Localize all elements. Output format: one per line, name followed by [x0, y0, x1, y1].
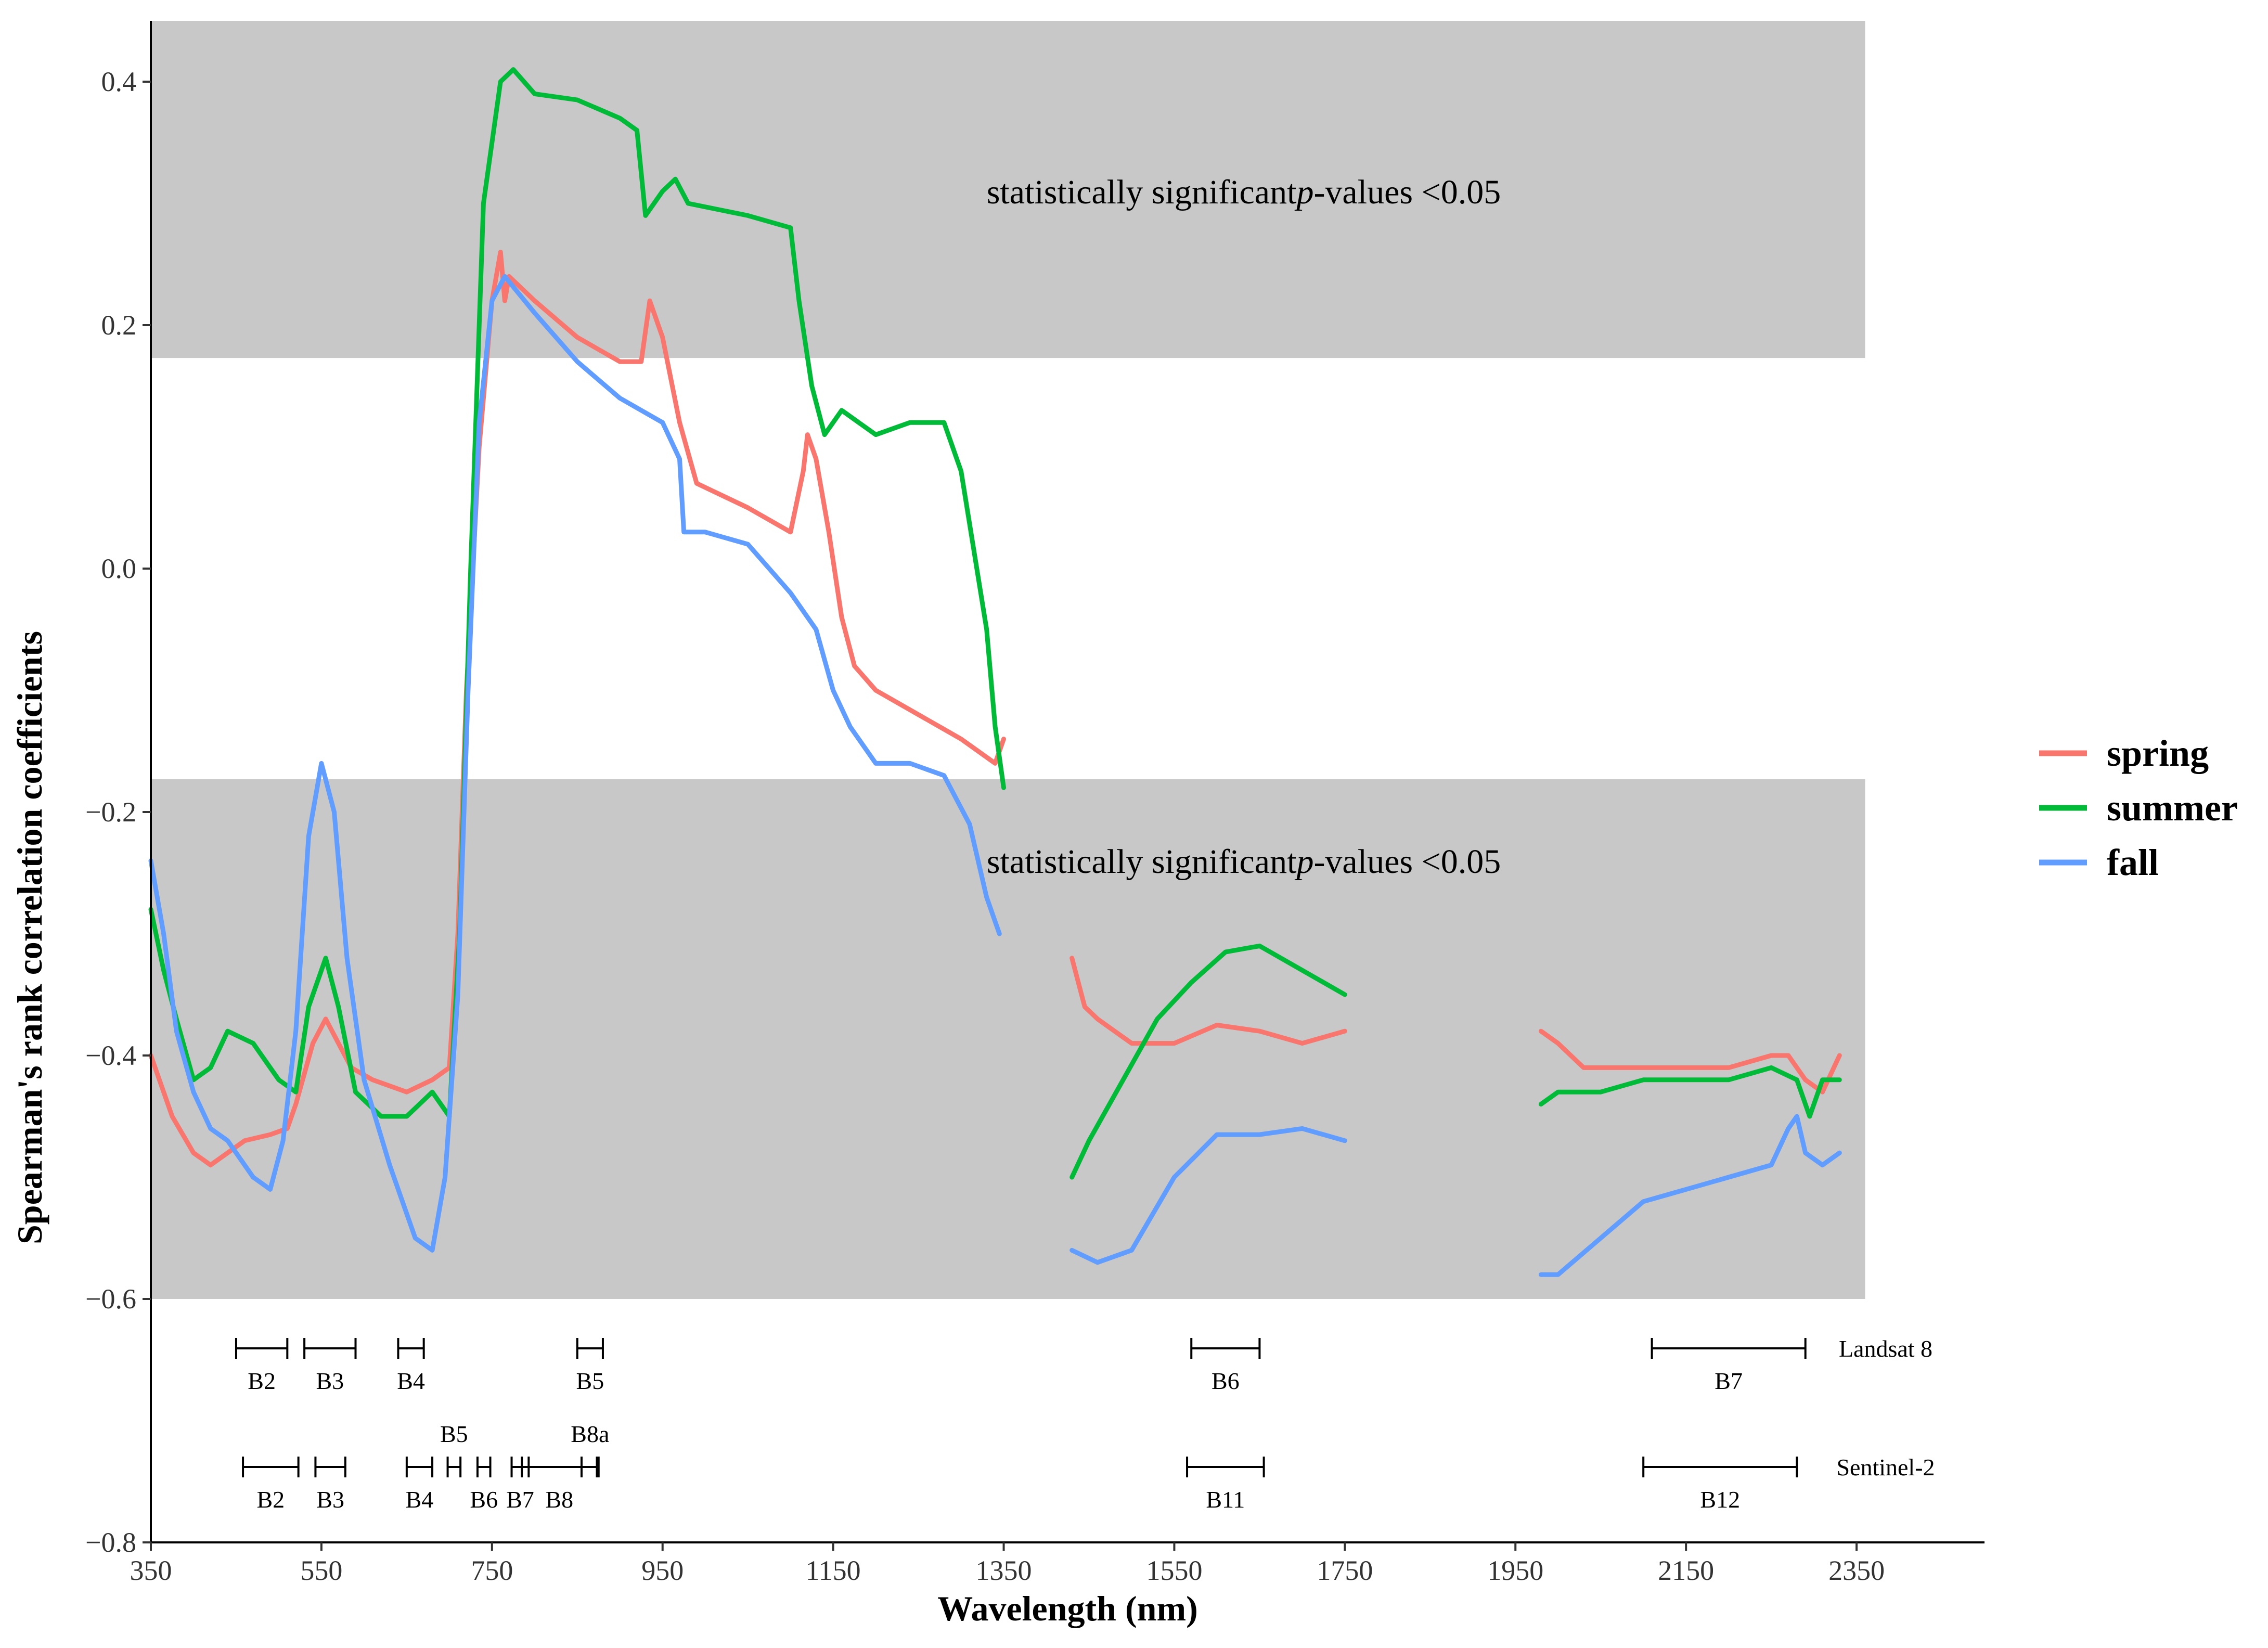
band-label-B3: B3 [316, 1486, 344, 1513]
x-ticks: 350 550 750 950 1150 1350 1550 1750 1950 2150 2350 [130, 1542, 1885, 1586]
axes [150, 21, 1984, 1543]
significance-label-prefix: statistically significant [987, 173, 1297, 211]
x-tick-label: 350 [130, 1555, 172, 1586]
y-tick-label: 0.0 [101, 553, 137, 584]
series-summer-line-2 [1538, 1065, 1842, 1119]
band-label-B8a: B8a [571, 1421, 609, 1447]
band-label-B7: B7 [506, 1486, 534, 1513]
band-label-B3: B3 [316, 1368, 344, 1394]
y-tick-label: −0.6 [85, 1283, 136, 1315]
x-tick-label: 2350 [1828, 1555, 1885, 1586]
series-spring-line-2 [1538, 1028, 1842, 1095]
x-tick-label: 1750 [1317, 1555, 1373, 1586]
band-label-B5: B5 [440, 1421, 468, 1447]
x-tick-label: 1350 [976, 1555, 1032, 1586]
x-tick-label: 750 [471, 1555, 513, 1586]
band-label-B6: B6 [470, 1486, 498, 1513]
band-label-B4: B4 [406, 1486, 434, 1513]
y-tick-label: −0.4 [85, 1040, 136, 1071]
series-summer-line-0 [148, 67, 1006, 1119]
significance-labels: statistically significantp-values <0.05s… [987, 173, 1501, 881]
x-tick-label: 550 [300, 1555, 342, 1586]
x-tick-label: 2150 [1658, 1555, 1714, 1586]
band-label-B12: B12 [1700, 1486, 1740, 1513]
x-axis-title: Wavelength (nm) [937, 1589, 1198, 1628]
x-tick-label: 950 [641, 1555, 684, 1586]
y-tick-label: −0.8 [85, 1527, 136, 1558]
x-tick-label: 1550 [1146, 1555, 1202, 1586]
y-tick-label: 0.4 [101, 66, 137, 97]
significance-label-prefix: statistically significant [987, 843, 1297, 881]
significance-label-p: p [1294, 173, 1313, 211]
significance-label-1: statistically significantp-values <0.05 [987, 843, 1501, 881]
sensor-bands: Landsat 8 B2 B3 B4 B5 B6 B7 Sentinel-2 B2 B3 B4 B5 B… [235, 1335, 1935, 1513]
series-fall-line-1 [1069, 1126, 1347, 1265]
x-tick-label: 1950 [1487, 1555, 1543, 1586]
y-ticks: −0.8 −0.6 −0.4 −0.2 0.0 0.2 0.4 [85, 66, 151, 1558]
band-label-B2: B2 [248, 1368, 276, 1394]
legend-label-spring: spring [2107, 732, 2209, 774]
significance-label-0: statistically significantp-values <0.05 [987, 173, 1501, 211]
significance-regions [151, 21, 1865, 1299]
x-tick-label: 1150 [806, 1555, 861, 1586]
legend-label-fall: fall [2107, 842, 2159, 883]
sensor-label-0: Landsat 8 [1839, 1335, 1932, 1362]
y-tick-label: −0.2 [85, 796, 136, 828]
significance-region-0 [151, 21, 1865, 358]
series-fall-line-2 [1538, 1114, 1842, 1277]
y-axis-title: Spearman's rank correlation coefficients [10, 631, 49, 1244]
series-spring-line-1 [1069, 956, 1347, 1046]
legend: spring summer fall [2039, 732, 2238, 883]
band-label-B4: B4 [397, 1368, 425, 1394]
band-label-B11: B11 [1206, 1486, 1245, 1513]
band-label-B8: B8 [545, 1486, 573, 1513]
y-tick-label: 0.2 [101, 310, 137, 341]
significance-label-suffix: -values <0.05 [1313, 843, 1501, 881]
legend-label-summer: summer [2107, 787, 2238, 829]
band-label-B5: B5 [576, 1368, 604, 1394]
band-label-B6: B6 [1212, 1368, 1240, 1394]
band-label-B2: B2 [257, 1486, 285, 1513]
significance-label-p: p [1294, 843, 1313, 881]
series-summer-line-1 [1069, 943, 1347, 1180]
series-fall-line-0 [148, 274, 1002, 1253]
data-series [148, 67, 1842, 1277]
sensor-label-1: Sentinel-2 [1836, 1454, 1935, 1480]
significance-label-suffix: -values <0.05 [1313, 173, 1501, 211]
band-label-B7: B7 [1715, 1368, 1743, 1394]
